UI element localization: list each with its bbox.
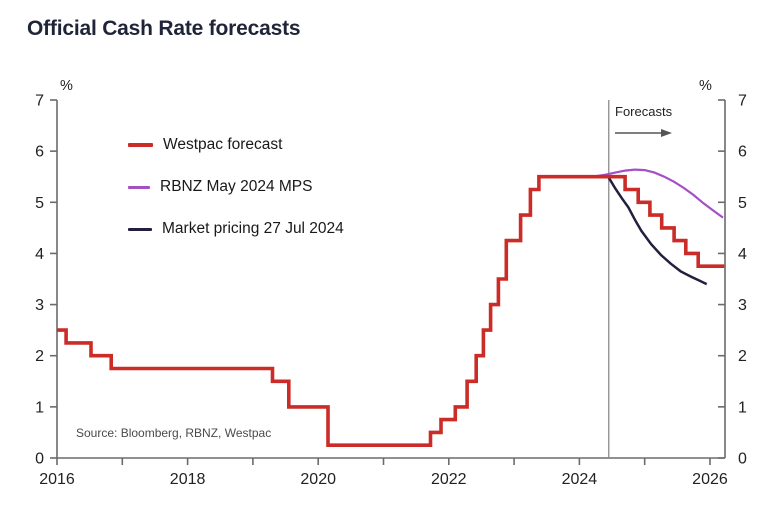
tick-label: 2022 xyxy=(431,471,467,488)
legend-item-westpac-forecast: Westpac forecast xyxy=(128,124,344,166)
tick-label: 2024 xyxy=(562,471,598,488)
tick-label: 5 xyxy=(35,195,44,212)
series-line-market-pricing-27-jul-2024 xyxy=(607,177,708,286)
tick-label: 3 xyxy=(35,297,44,314)
tick-label: 1 xyxy=(35,399,44,416)
series-line-westpac-forecast xyxy=(57,174,725,447)
tick-label: 2 xyxy=(35,348,44,365)
tick-label: 2 xyxy=(738,348,747,365)
right-arrow-icon xyxy=(615,129,672,137)
chart-title: Official Cash Rate forecasts xyxy=(27,17,301,40)
tick-label: 2016 xyxy=(39,471,75,488)
legend-item-market-pricing: Market pricing 27 Jul 2024 xyxy=(128,208,344,250)
y-axis-unit-right: % xyxy=(699,78,712,94)
tick-label: 1 xyxy=(738,399,747,416)
legend-label-westpac: Westpac forecast xyxy=(163,136,283,153)
series-line-rbnz-may-2024-mps xyxy=(592,168,724,219)
source-note: Source: Bloomberg, RBNZ, Westpac xyxy=(76,426,272,440)
forecast-annotation-label: Forecasts xyxy=(615,104,673,119)
legend-label-rbnz: RBNZ May 2024 MPS xyxy=(160,178,313,195)
tick-label: 0 xyxy=(35,451,44,468)
tick-label: 6 xyxy=(35,144,44,161)
legend-swatch-market xyxy=(128,227,152,231)
tick-label: 5 xyxy=(738,195,747,212)
tick-label: 2026 xyxy=(692,471,728,488)
legend-swatch-rbnz xyxy=(128,185,150,189)
forecast-annotation: Forecasts xyxy=(615,104,673,144)
legend-swatch-westpac xyxy=(128,143,153,147)
tick-label: 2018 xyxy=(170,471,206,488)
tick-label: 7 xyxy=(738,93,747,110)
tick-label: 4 xyxy=(738,246,747,263)
tick-label: 2020 xyxy=(300,471,336,488)
tick-label: 4 xyxy=(35,246,44,263)
legend-item-rbnz-mps: RBNZ May 2024 MPS xyxy=(128,166,344,208)
legend-label-market: Market pricing 27 Jul 2024 xyxy=(162,220,344,237)
chart-legend: Westpac forecast RBNZ May 2024 MPS Marke… xyxy=(128,124,344,250)
tick-label: 3 xyxy=(738,297,747,314)
tick-label: 0 xyxy=(738,451,747,468)
y-axis-unit-left: % xyxy=(60,78,73,94)
tick-label: 7 xyxy=(35,93,44,110)
tick-label: 6 xyxy=(738,144,747,161)
